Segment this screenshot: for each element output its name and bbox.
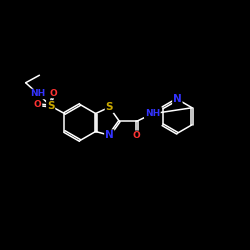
Text: O: O	[34, 100, 42, 109]
Text: S: S	[106, 102, 113, 112]
Text: O: O	[49, 88, 57, 98]
Text: O: O	[133, 131, 141, 140]
Text: S: S	[47, 101, 54, 111]
Text: NH: NH	[30, 90, 46, 98]
Text: N: N	[105, 130, 114, 140]
Text: NH: NH	[145, 109, 160, 118]
Text: N: N	[173, 94, 182, 104]
